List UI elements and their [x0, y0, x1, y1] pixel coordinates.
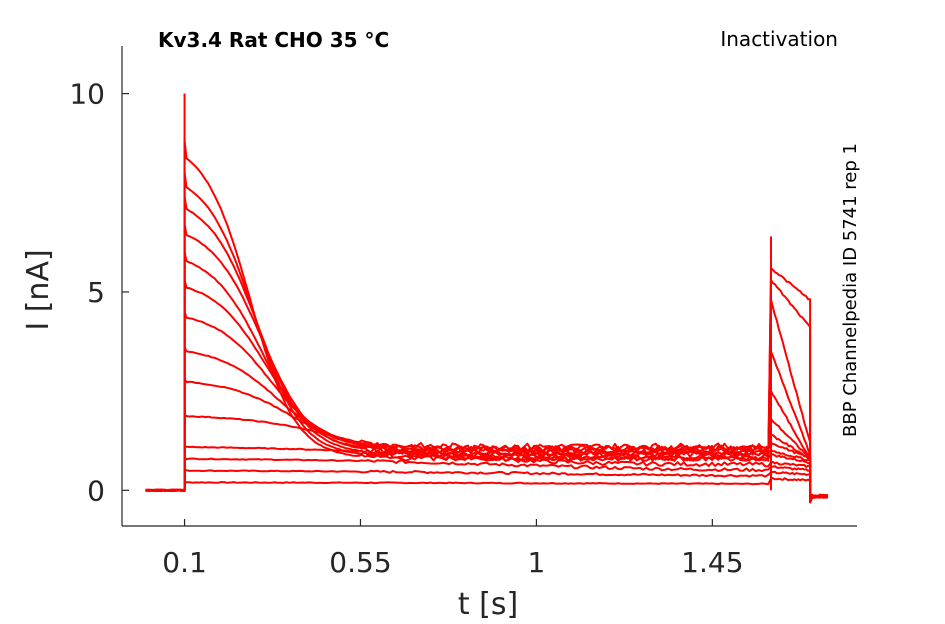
y-axis-ticks: 0 5 10 [69, 78, 129, 507]
x-tick-label: 1.45 [681, 546, 743, 579]
x-tick-label: 1 [528, 546, 546, 579]
plot-area [145, 93, 829, 504]
y-tick-label: 0 [87, 474, 105, 507]
current-trace-3 [145, 457, 829, 504]
x-axis-ticks: 0.1 0.55 1 1.45 [162, 519, 744, 579]
x-tick-label: 0.55 [329, 546, 391, 579]
y-tick-label: 5 [87, 276, 105, 309]
x-tick-label: 0.1 [162, 546, 207, 579]
y-tick-label: 10 [69, 78, 105, 111]
protocol-label: Inactivation [720, 27, 838, 51]
y-axis-label: I [nA] [21, 249, 56, 330]
current-traces [145, 93, 829, 504]
chart-title: Kv3.4 Rat CHO 35 °C [158, 28, 389, 52]
current-trace-9 [145, 279, 829, 504]
current-trace-2 [145, 469, 829, 504]
current-trace-1 [145, 477, 829, 504]
x-axis-label: t [s] [458, 587, 518, 622]
current-trace-7 [145, 346, 828, 504]
source-label: BBP Channelpedia ID 5741 rep 1 [840, 143, 861, 437]
current-trace-14 [145, 140, 828, 504]
